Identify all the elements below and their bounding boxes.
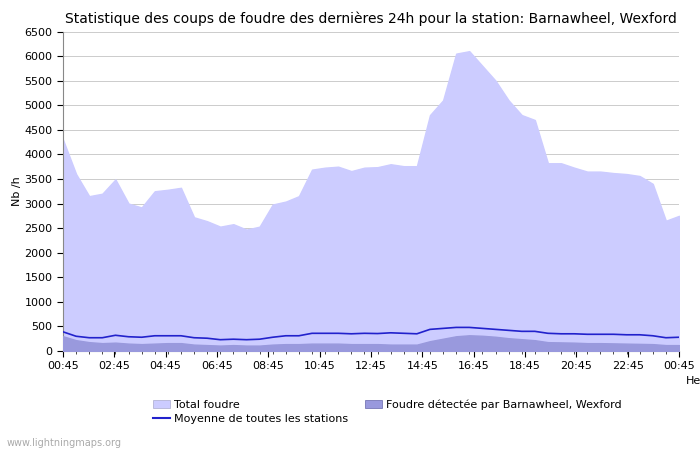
Legend: Total foudre, Moyenne de toutes les stations, Foudre détectée par Barnawheel, We: Total foudre, Moyenne de toutes les stat… xyxy=(148,395,626,429)
Text: www.lightningmaps.org: www.lightningmaps.org xyxy=(7,438,122,448)
Title: Statistique des coups de foudre des dernières 24h pour la station: Barnawheel, W: Statistique des coups de foudre des dern… xyxy=(65,12,677,26)
Text: Heure: Heure xyxy=(686,376,700,386)
Y-axis label: Nb /h: Nb /h xyxy=(12,176,22,206)
